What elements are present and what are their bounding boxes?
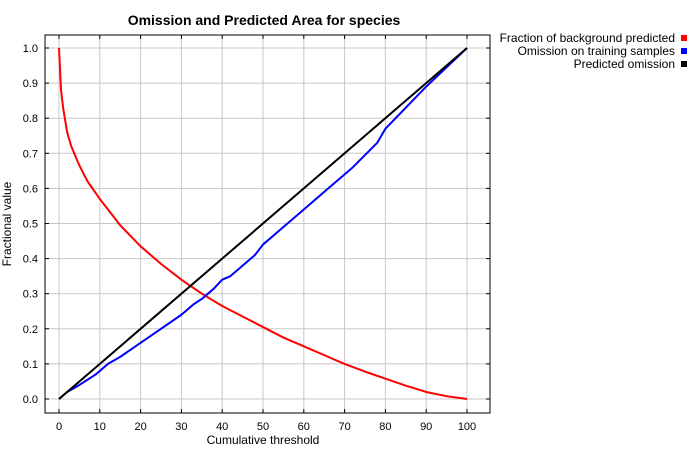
legend-label: Predicted omission xyxy=(574,57,675,71)
y-axis-label: Fractional value xyxy=(0,181,14,266)
legend-swatch xyxy=(681,61,687,67)
legend-label: Omission on training samples xyxy=(518,44,675,58)
x-tick-label: 90 xyxy=(420,421,432,433)
legend: Fraction of background predictedOmission… xyxy=(500,31,687,71)
y-tick-label: 1.0 xyxy=(23,43,38,55)
series-line-0 xyxy=(58,47,468,400)
x-tick-label: 100 xyxy=(458,421,476,433)
gridlines xyxy=(45,35,490,413)
x-tick-label: 30 xyxy=(175,421,187,433)
x-tick-label: 60 xyxy=(298,421,310,433)
series-line-2 xyxy=(58,47,468,400)
x-tick-label: 0 xyxy=(56,421,62,433)
chart-title: Omission and Predicted Area for species xyxy=(128,12,401,28)
y-tick-label: 0.5 xyxy=(23,219,38,231)
series-line-1 xyxy=(58,47,468,400)
y-tick-label: 0.9 xyxy=(23,78,38,90)
series-layer xyxy=(58,47,468,400)
legend-swatch xyxy=(681,48,687,54)
x-tick-label: 80 xyxy=(379,421,391,433)
x-tick-label: 10 xyxy=(94,421,106,433)
y-tick-label: 0.3 xyxy=(23,289,38,301)
y-tick-label: 0.4 xyxy=(23,254,38,266)
legend-label: Fraction of background predicted xyxy=(500,31,675,45)
x-axis-label: Cumulative threshold xyxy=(207,433,320,447)
y-tick-label: 0.2 xyxy=(23,324,38,336)
x-tick-label: 70 xyxy=(338,421,350,433)
x-tick-label: 40 xyxy=(216,421,228,433)
axis-ticks: 0 10 20 30 40 50 60 70 80 90 100 0.0 0.1 0.2 0.3 0.4 0.5… xyxy=(23,35,490,433)
legend-swatch xyxy=(681,35,687,41)
y-tick-label: 0.1 xyxy=(23,359,38,371)
y-tick-label: 0.6 xyxy=(23,183,38,195)
x-tick-label: 50 xyxy=(257,421,269,433)
y-tick-label: 0.8 xyxy=(23,113,38,125)
y-tick-label: 0.0 xyxy=(23,394,38,406)
x-tick-label: 20 xyxy=(134,421,146,433)
y-tick-label: 0.7 xyxy=(23,148,38,160)
